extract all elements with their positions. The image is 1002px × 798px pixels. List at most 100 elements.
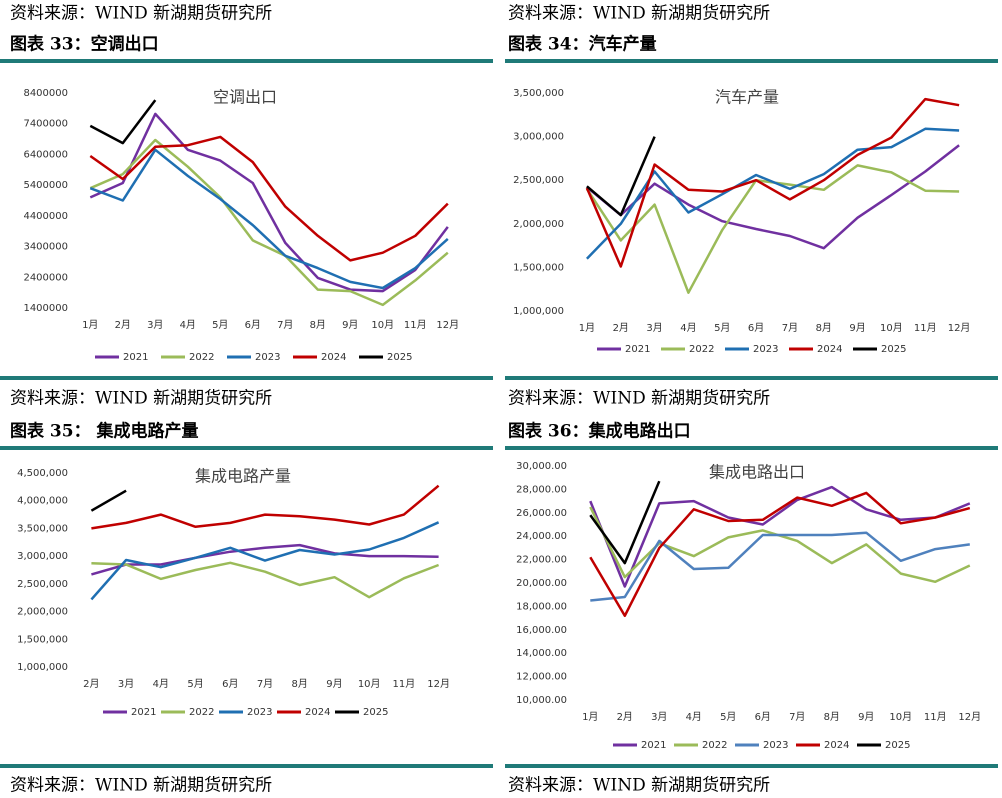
x-tick-label: 12月 [958,711,981,723]
legend-label: 2023 [255,352,280,363]
x-tick-label: 5月 [212,319,228,331]
x-tick-label: 2月 [613,322,629,334]
x-tick-label: 2月 [83,678,99,690]
y-tick-label: 2,500,000 [17,579,68,590]
legend-label: 2025 [885,740,910,751]
legend-label: 2025 [387,352,412,363]
source: 资料来源：WIND 新湖期货研究所 [10,4,272,24]
x-tick-label: 1月 [82,319,98,331]
y-tick-label: 26,000.00 [516,508,567,519]
x-tick-label: 6月 [755,711,771,723]
x-tick-label: 4月 [686,711,702,723]
legend-label: 2021 [625,344,650,355]
x-tick-label: 7月 [277,319,293,331]
y-tick-label: 14,000.00 [516,648,567,659]
legend-label: 2025 [881,344,906,355]
source: 资料来源：WIND 新湖期货研究所 [10,389,272,409]
source: 资料来源：WIND 新湖期货研究所 [10,776,272,796]
chart-title: 集成电路出口 [709,463,805,482]
legend-label: 2023 [763,740,788,751]
legend-label: 2024 [305,707,330,718]
y-tick-label: 7400000 [23,119,68,130]
source: 资料来源：WIND 新湖期货研究所 [508,389,770,409]
y-tick-label: 20,000.00 [516,578,567,589]
x-tick-label: 1月 [582,711,598,723]
y-tick-label: 30,000.00 [516,461,567,472]
chart-title: 空调出口 [213,88,277,107]
y-tick-label: 1400000 [23,303,68,314]
x-tick-label: 8月 [824,711,840,723]
series-line [589,485,971,588]
x-tick-label: 11月 [393,678,416,690]
dividers [0,59,998,768]
x-tick-label: 9月 [858,711,874,723]
figure-label: 图表 34：汽车产量 [508,34,657,55]
series-line [585,97,960,268]
x-tick-label: 10月 [358,678,381,690]
y-tick-label: 2400000 [23,272,68,283]
y-tick-label: 5400000 [23,180,68,191]
x-tick-label: 5月 [720,711,736,723]
y-tick-label: 3,000,000 [513,132,564,143]
x-tick-label: 9月 [326,678,342,690]
y-tick-label: 4400000 [23,211,68,222]
y-tick-label: 1,500,000 [513,262,564,273]
x-tick-label: 10月 [880,322,903,334]
divider [0,764,493,768]
x-tick-label: 8月 [816,322,832,334]
divider [505,376,998,380]
y-tick-label: 3400000 [23,242,68,253]
series-line [89,135,449,262]
x-tick-label: 5月 [187,678,203,690]
y-tick-label: 1,000,000 [17,662,68,673]
series-line [586,144,960,250]
legend-label: 2021 [131,707,156,718]
series-line [89,138,449,307]
x-tick-label: 2月 [617,711,633,723]
figure-label: 图表 35： 集成电路产量 [10,421,199,442]
y-tick-label: 4,500,000 [17,468,68,479]
series-line [589,480,661,565]
y-tick-label: 24,000.00 [516,531,567,542]
series-line [89,148,449,290]
x-tick-label: 3月 [646,322,662,334]
y-tick-label: 28,000.00 [516,484,567,495]
x-tick-label: 8月 [292,678,308,690]
y-tick-label: 2,500,000 [513,175,564,186]
divider [0,59,493,63]
y-tick-label: 2,000,000 [17,607,68,618]
divider [0,376,493,380]
x-tick-label: 3月 [118,678,134,690]
y-tick-label: 1,500,000 [17,634,68,645]
x-tick-label: 9月 [849,322,865,334]
y-tick-label: 6400000 [23,149,68,160]
series-line [89,99,157,145]
series-line [91,561,440,599]
y-tick-label: 1,000,000 [513,306,564,317]
y-tick-label: 3,000,000 [17,551,68,562]
legend-label: 2023 [753,344,778,355]
source: 资料来源：WIND 新湖期货研究所 [508,776,770,796]
x-tick-label: 9月 [342,319,358,331]
y-tick-label: 4,000,000 [17,496,68,507]
legend-label: 2024 [817,344,842,355]
x-tick-label: 10月 [889,711,912,723]
y-tick-label: 2,000,000 [513,219,564,230]
divider [505,59,998,63]
x-tick-label: 4月 [680,322,696,334]
x-tick-label: 7月 [782,322,798,334]
legend-label: 2024 [824,740,849,751]
x-tick-label: 11月 [404,319,427,331]
series-line [91,484,440,530]
x-tick-label: 2月 [115,319,131,331]
x-tick-label: 10月 [371,319,394,331]
source: 资料来源：WIND 新湖期货研究所 [508,4,770,24]
x-tick-label: 7月 [789,711,805,723]
divider [505,446,998,450]
x-tick-label: 6月 [222,678,238,690]
x-tick-label: 12月 [436,319,459,331]
legend-label: 2023 [247,707,272,718]
y-tick-label: 22,000.00 [516,555,567,566]
